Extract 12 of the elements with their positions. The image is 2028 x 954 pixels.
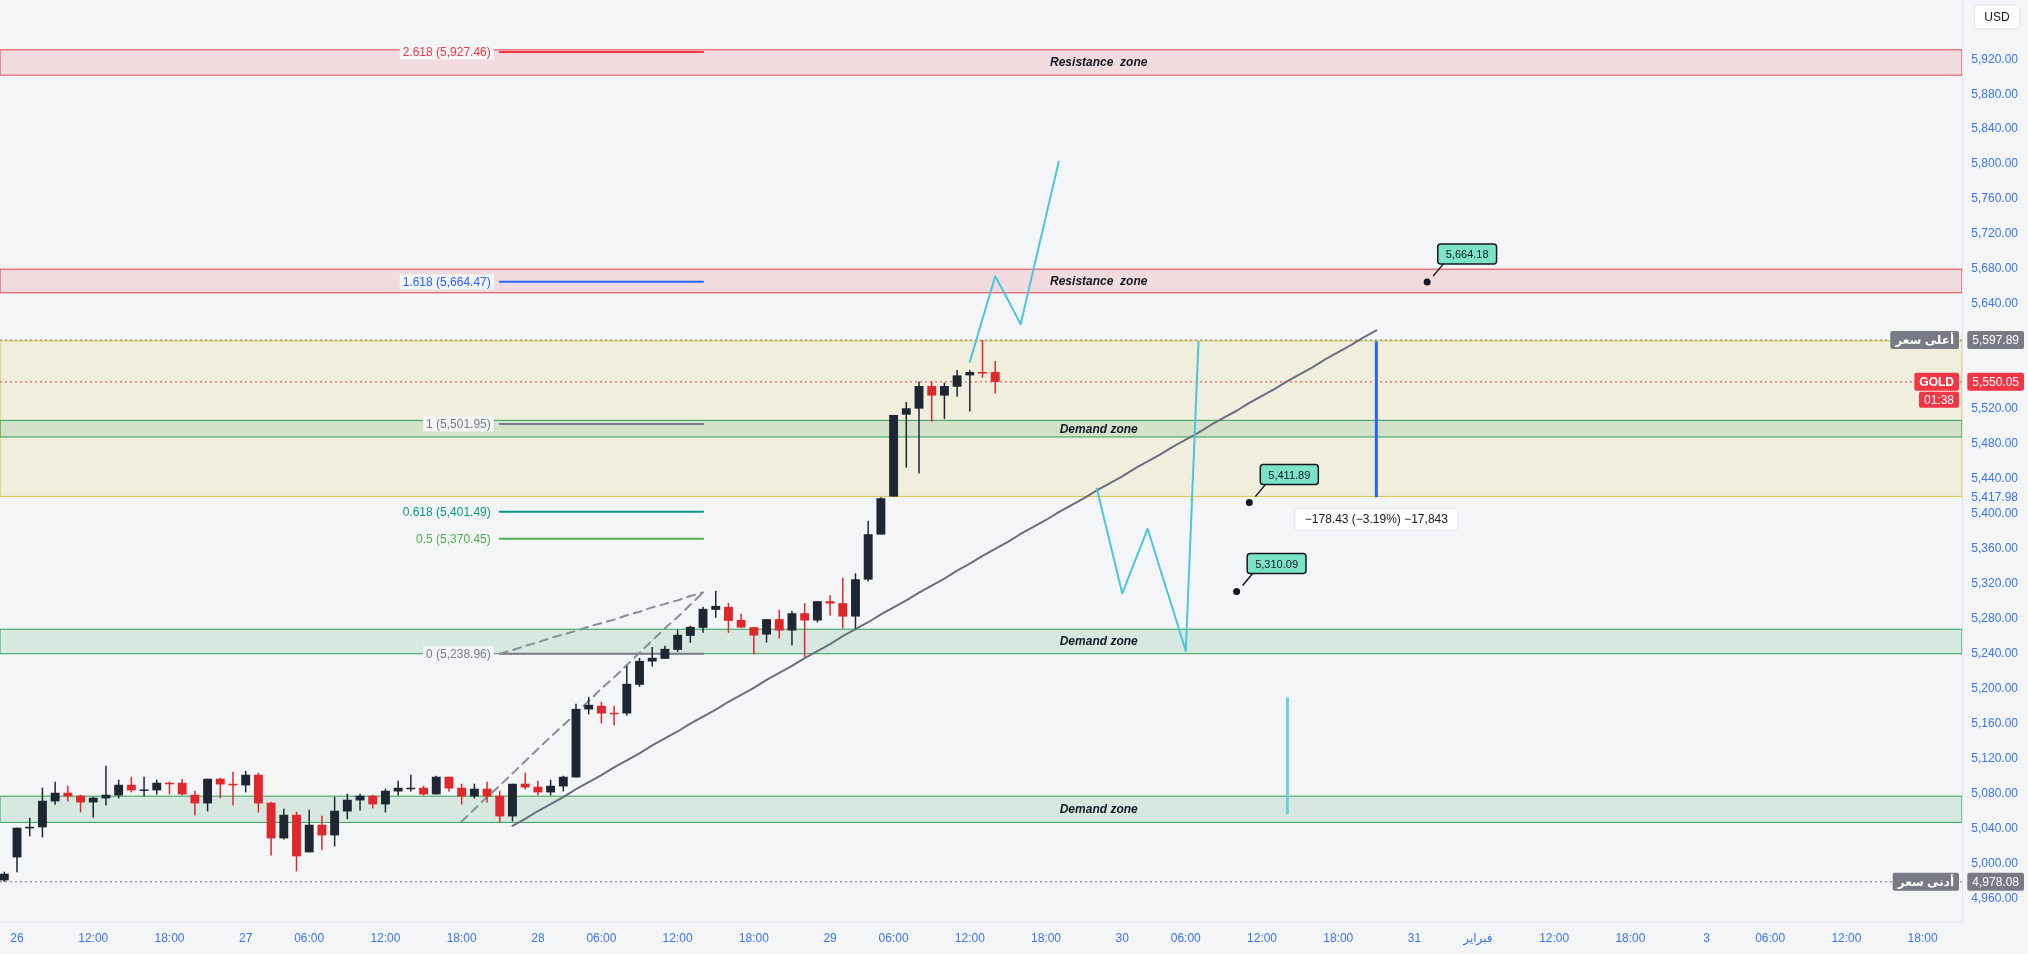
y-tick-label: 4,978.08 xyxy=(1972,874,2020,889)
ref-line-label: GOLD xyxy=(1919,374,1955,389)
data-label: 5,664.18 xyxy=(1445,248,1489,261)
y-tick-label: 5,550.05 xyxy=(1972,374,2020,389)
ref-line-label: أعلى سعر xyxy=(1894,332,1954,348)
ref-line-label: أدنى سعر xyxy=(1896,873,1954,889)
y-tick-label: 5,597.89 xyxy=(1972,333,2020,348)
y-axis-title: USD xyxy=(1984,10,2010,24)
data-label: 5,411.89 xyxy=(1268,468,1311,481)
data-label: 5,310.09 xyxy=(1255,557,1299,570)
annotation: 01:38 xyxy=(1923,392,1955,407)
data-label: −178.43 (−3.19%) −17,843 xyxy=(1304,512,1449,527)
